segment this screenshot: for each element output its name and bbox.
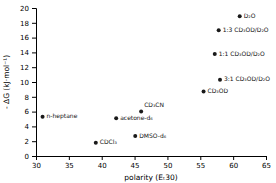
tick-mark: [32, 156, 36, 157]
tick: 30: [32, 156, 41, 170]
tick-mark: [32, 67, 36, 68]
point-label: D₂O: [244, 12, 256, 19]
tick: 60: [229, 156, 238, 170]
tick-mark: [266, 156, 267, 160]
tick-mark: [233, 156, 234, 160]
point-label: 1:1 CD₃OD/D₂O: [219, 50, 265, 57]
point-label: CDCl₃: [100, 138, 118, 145]
tick: 0: [25, 153, 36, 161]
tick-label: 12: [20, 64, 29, 72]
y-axis: 0 2 4 6 8 10 12 14 16 18 20: [20, 5, 36, 161]
chart: 30 35 40 45 50 55 60 65 0 2 4 6 8 10 12 14 16 18 20 n-hepta…: [0, 0, 276, 183]
tick-mark: [135, 156, 136, 160]
point-labels: n-heptane CDCl₃ acetone-d₆ DMSO-d₆ CD₃CN CD₃O…: [47, 12, 271, 146]
point: [213, 52, 217, 56]
tick-label: 6: [25, 108, 30, 116]
tick-label: 55: [196, 162, 205, 170]
tick-label: 50: [163, 162, 172, 170]
tick: 6: [25, 108, 36, 116]
point-label: 1:3 CD₃OD/D₂O: [223, 26, 269, 33]
tick: 50: [163, 156, 172, 170]
tick: 40: [98, 156, 107, 170]
axis-line: [37, 157, 267, 161]
tick-label: 45: [131, 162, 140, 170]
tick-mark: [200, 156, 201, 160]
tick: 18: [20, 20, 36, 28]
tick: 2: [25, 138, 36, 146]
tick-label: 40: [98, 162, 107, 170]
tick: 8: [25, 94, 36, 102]
points: [41, 14, 242, 145]
tick-mark: [32, 112, 36, 113]
tick: 65: [262, 156, 271, 170]
y-axis-title: - ΔG (kJ·mol⁻¹): [2, 55, 11, 109]
tick-label: 18: [20, 20, 29, 28]
tick-label: 2: [25, 138, 29, 146]
point-label: DMSO-d₆: [139, 132, 166, 139]
point: [94, 141, 98, 145]
tick-mark: [102, 156, 103, 160]
tick-mark: [32, 38, 36, 39]
tick-mark: [32, 52, 36, 53]
tick: 12: [20, 64, 36, 72]
tick-label: 35: [65, 162, 74, 170]
tick: 10: [20, 79, 36, 87]
tick-label: 65: [262, 162, 271, 170]
point: [133, 134, 137, 138]
point-label: n-heptane: [47, 112, 78, 120]
point: [114, 116, 118, 120]
tick: 45: [131, 156, 140, 170]
tick-label: 4: [25, 123, 30, 131]
tick-label: 20: [20, 5, 29, 13]
tick: 16: [20, 34, 36, 42]
tick-label: 16: [20, 34, 29, 42]
point-label: acetone-d₆: [120, 114, 153, 121]
tick-label: 60: [229, 162, 238, 170]
point: [41, 115, 45, 119]
x-axis: 30 35 40 45 50 55 60 65: [32, 156, 271, 170]
tick-mark: [69, 156, 70, 160]
tick-label: 8: [25, 94, 29, 102]
tick: 4: [25, 123, 36, 131]
tick-mark: [32, 82, 36, 83]
tick: 35: [65, 156, 74, 170]
tick-label: 30: [32, 162, 41, 170]
tick-label: 14: [20, 49, 29, 57]
point: [218, 78, 222, 82]
plot: 30 35 40 45 50 55 60 65 0 2 4 6 8 10 12 14 16 18 20 n-hepta…: [20, 5, 271, 170]
tick: 14: [20, 49, 36, 57]
axis-line: [32, 9, 37, 157]
point-label: CD₃CN: [144, 101, 164, 108]
tick-label: 10: [20, 79, 29, 87]
tick: 55: [196, 156, 205, 170]
point-label: CD₃OD: [208, 87, 229, 94]
point: [202, 90, 206, 94]
point: [217, 28, 221, 32]
tick-mark: [32, 8, 36, 9]
point-label: 3:1 CD₃OD/D₂O: [224, 75, 270, 82]
x-axis-title: polarity (Eₜ30): [124, 173, 177, 182]
tick: 20: [20, 5, 36, 13]
point: [238, 14, 242, 18]
tick-mark: [32, 126, 36, 127]
tick-label: 0: [25, 153, 29, 161]
tick-mark: [32, 97, 36, 98]
tick-mark: [32, 141, 36, 142]
tick-mark: [167, 156, 168, 160]
tick-mark: [32, 23, 36, 24]
